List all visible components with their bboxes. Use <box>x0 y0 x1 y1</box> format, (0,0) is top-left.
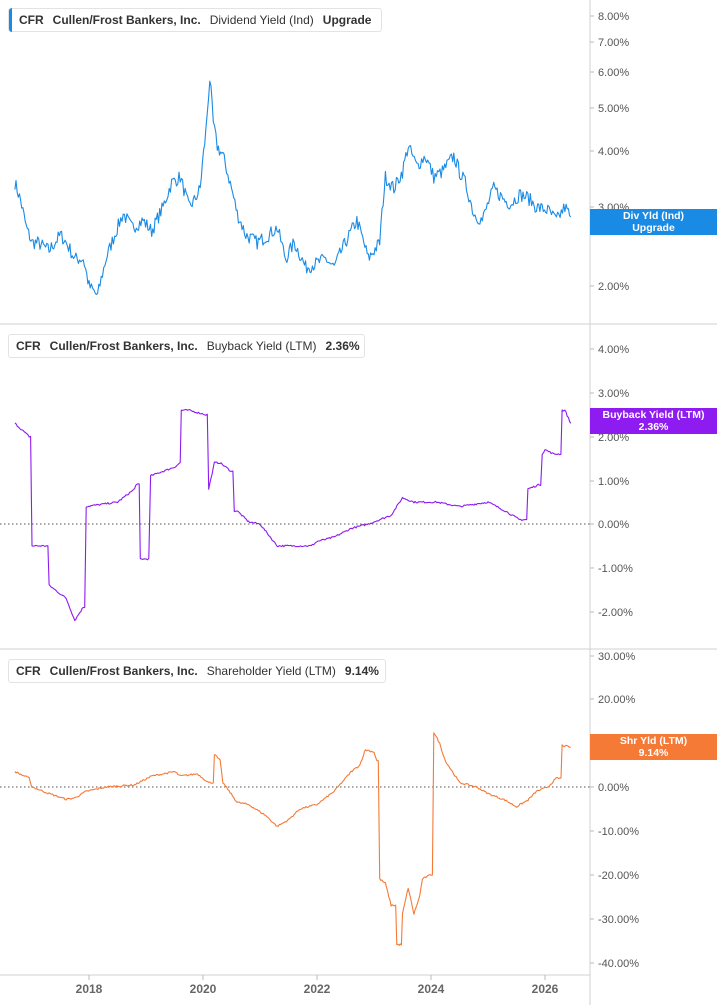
y-tick-label: 8.00% <box>598 11 629 23</box>
y-tick-label: 4.00% <box>598 146 629 158</box>
y-tick-label: 20.00% <box>598 694 636 706</box>
series-line-1 <box>14 80 572 296</box>
x-tick-label: 2022 <box>304 982 331 996</box>
series-line-2 <box>14 408 572 622</box>
series-line-3 <box>14 732 571 946</box>
y-tick-label: 0.00% <box>598 782 629 794</box>
tag-line2: 2.36% <box>638 421 669 433</box>
legend-company: Cullen/Frost Bankers, Inc. <box>49 664 198 678</box>
tag-dividend-yield: Div Yld (Ind) Upgrade <box>590 209 717 235</box>
legend-ticker: CFR <box>16 339 41 353</box>
legend-metric: Dividend Yield (Ind) <box>209 13 314 27</box>
y-tick-label: -20.00% <box>598 870 639 882</box>
x-tick-label: 2018 <box>76 982 103 996</box>
y-tick-label: 2.00% <box>598 432 629 444</box>
legend-company: Cullen/Frost Bankers, Inc. <box>52 13 201 27</box>
legend-metric: Shareholder Yield (LTM) <box>206 664 336 678</box>
legend-swatch-dividend <box>9 8 12 32</box>
y-tick-label: -1.00% <box>598 563 633 575</box>
x-tick-label: 2026 <box>532 982 559 996</box>
y-tick-label: 30.00% <box>598 651 636 663</box>
y-tick-label: -2.00% <box>598 607 633 619</box>
tag-line2: 9.14% <box>638 747 669 759</box>
y-tick-label: -40.00% <box>598 958 639 970</box>
legend-value: Upgrade <box>322 13 372 27</box>
tag-shareholder-yield: Shr Yld (LTM) 9.14% <box>590 734 717 760</box>
x-tick-label: 2020 <box>190 982 217 996</box>
y-tick-label: 0.00% <box>598 519 629 531</box>
tag-line1: Buyback Yield (LTM) <box>602 409 705 421</box>
tag-line1: Div Yld (Ind) <box>622 210 685 222</box>
legend-shareholder-yield[interactable]: CFR Cullen/Frost Bankers, Inc. Sharehold… <box>8 659 386 683</box>
y-tick-label: -10.00% <box>598 826 639 838</box>
legend-value: 9.14% <box>344 664 379 678</box>
tag-buyback-yield: Buyback Yield (LTM) 2.36% <box>590 408 717 434</box>
y-tick-label: 2.00% <box>598 281 629 293</box>
y-tick-label: 1.00% <box>598 476 629 488</box>
legend-metric: Buyback Yield (LTM) <box>206 339 317 353</box>
tag-line1: Shr Yld (LTM) <box>619 735 688 747</box>
x-tick-label: 2024 <box>418 982 445 996</box>
y-tick-label: 5.00% <box>598 103 629 115</box>
y-tick-label: 6.00% <box>598 67 629 79</box>
y-tick-label: 7.00% <box>598 37 629 49</box>
x-tick-labels: 2018 2020 2022 2024 2026 <box>76 975 559 996</box>
legend-dividend-yield[interactable]: CFR Cullen/Frost Bankers, Inc. Dividend … <box>8 8 382 32</box>
legend-value: 2.36% <box>325 339 360 353</box>
y-tick-label: -30.00% <box>598 914 639 926</box>
y-tick-label: 3.00% <box>598 388 629 400</box>
y-tick-labels: 8.00% 7.00% 6.00% 5.00% 4.00% 3.00% 2.00% 4.00%… <box>590 11 639 970</box>
legend-buyback-yield[interactable]: CFR Cullen/Frost Bankers, Inc. Buyback Y… <box>8 334 365 358</box>
legend-ticker: CFR <box>19 13 44 27</box>
legend-company: Cullen/Frost Bankers, Inc. <box>49 339 198 353</box>
legend-ticker: CFR <box>16 664 41 678</box>
y-tick-label: 4.00% <box>598 344 629 356</box>
lines-layer <box>14 80 572 946</box>
tag-line2: Upgrade <box>632 222 675 234</box>
